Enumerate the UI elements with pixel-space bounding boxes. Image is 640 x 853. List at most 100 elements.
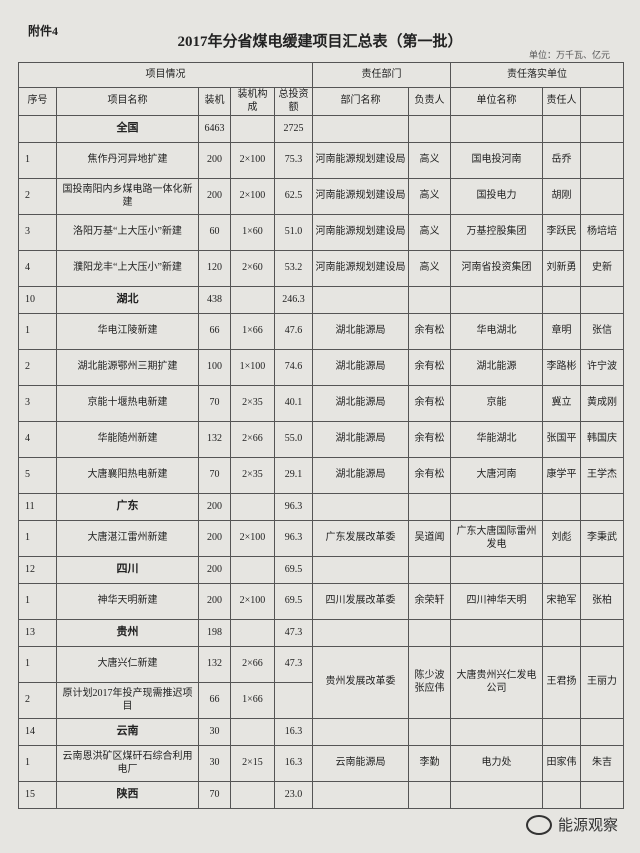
- cell: [579, 781, 625, 809]
- cell: [542, 556, 581, 584]
- cell: [542, 781, 581, 809]
- cell: 河南能源规划建设局: [312, 142, 409, 179]
- cell: 史新: [579, 250, 625, 287]
- cell: 1×100: [230, 349, 275, 386]
- province-row: 14 云南 30 16.3: [18, 718, 625, 746]
- table-head: 项目情况 责任部门 责任落实单位 序号 项目名称 装机 装机构成 总投资额 部门名称 负责人 单位名…: [18, 62, 625, 116]
- column-header: 总投资额: [274, 87, 313, 116]
- cell: 湖北能源局: [312, 385, 409, 422]
- cell: 29.1: [274, 457, 313, 494]
- cell: 余有松: [408, 457, 451, 494]
- cell: 2: [18, 178, 57, 215]
- cell: [579, 619, 625, 647]
- cell: 四川神华天明: [450, 583, 543, 620]
- cell: 京能: [450, 385, 543, 422]
- cell: 30: [198, 745, 231, 782]
- unit: 单位：万千瓦、亿元: [528, 50, 610, 60]
- cell: 70: [198, 385, 231, 422]
- cell: 贵州发展改革委: [312, 646, 409, 719]
- cell: [579, 142, 625, 179]
- cell: 河南能源规划建设局: [312, 178, 409, 215]
- watermark-text: 能源观察: [557, 818, 618, 834]
- cell: 河南省投资集团: [450, 250, 543, 287]
- cell: 200: [198, 178, 231, 215]
- cell: 余有松: [408, 313, 451, 350]
- cell: 30: [198, 718, 231, 746]
- cell: 陈少波 张应伟: [408, 646, 451, 719]
- cell: 湖北能源局: [312, 313, 409, 350]
- cell: 高义: [408, 142, 451, 179]
- cell: 康学平: [542, 457, 581, 494]
- cell: 3: [18, 214, 57, 251]
- cell: [542, 718, 581, 746]
- cell: [542, 619, 581, 647]
- cell: 69.5: [274, 583, 313, 620]
- cell: [230, 718, 275, 746]
- cell: 2×100: [230, 583, 275, 620]
- project-row: 1 大唐湛江雷州新建 200 2×100 96.3 广东发展改革委 吴道闻 广东大唐国际雷州发…: [18, 520, 625, 557]
- project-row: 1 神华天明新建 200 2×100 69.5 四川发展改革委 余荣轩 四川神华天明 宋艳军 张柏: [18, 583, 625, 620]
- cell: 云南恩洪矿区煤矸石综合利用电厂: [56, 745, 199, 782]
- summary-table: 项目情况 责任部门 责任落实单位 序号 项目名称 装机 装机构成 总投资额 部门名称 负责人 单位名…: [18, 62, 625, 809]
- project-row: 1 大唐兴仁新建 132 2×66 47.3 贵州发展改革委 陈少波 张应伟 大唐贵州兴仁发电…: [18, 646, 625, 719]
- cell: 高义: [408, 178, 451, 215]
- cell: 华能湖北: [450, 421, 543, 458]
- cell: 200: [198, 556, 231, 584]
- cell: [230, 115, 275, 143]
- title: 2017年分省煤电缓建项目汇总表（第一批）: [177, 34, 463, 50]
- cell: 章明: [542, 313, 581, 350]
- province-row: 13 贵州 198 47.3: [18, 619, 625, 647]
- cell: [312, 115, 409, 143]
- cell: [230, 286, 275, 314]
- cell: 余有松: [408, 349, 451, 386]
- cell: [230, 781, 275, 809]
- province-row: 11 广东 200 96.3: [18, 493, 625, 521]
- cell: 55.0: [274, 421, 313, 458]
- cell: 2: [18, 682, 57, 719]
- cell: 53.2: [274, 250, 313, 287]
- cell: [408, 619, 451, 647]
- cell: 1: [18, 583, 57, 620]
- cell: [230, 619, 275, 647]
- cell: 62.5: [274, 178, 313, 215]
- cell: [408, 556, 451, 584]
- cell: 田家伟: [542, 745, 581, 782]
- cell: 1×66: [230, 313, 275, 350]
- cell: 全国: [56, 115, 199, 143]
- cell: 华能随州新建: [56, 421, 199, 458]
- column-header: 负责人: [408, 87, 451, 116]
- cell: 原计划2017年投产现需推迟项目: [56, 682, 199, 719]
- cell: 云南能源局: [312, 745, 409, 782]
- cell: [542, 493, 581, 521]
- cell: 陕西: [56, 781, 199, 809]
- cell: 大唐河南: [450, 457, 543, 494]
- cell: 余有松: [408, 421, 451, 458]
- cell: [450, 493, 543, 521]
- cell: 王丽力: [579, 646, 625, 719]
- project-row: 4 濮阳龙丰“上大压小”新建 120 2×60 53.2 河南能源规划建设局 高义 河南省投资…: [18, 250, 625, 287]
- attachment-label: 附件4: [28, 24, 59, 38]
- cell: [312, 286, 409, 314]
- cell: 李秉武: [579, 520, 625, 557]
- cell: 国电投河南: [450, 142, 543, 179]
- cell: 2725: [274, 115, 313, 143]
- cell: [450, 556, 543, 584]
- cell: 岳乔: [542, 142, 581, 179]
- cell: [312, 493, 409, 521]
- cell: 王君扬: [542, 646, 581, 719]
- cell: [579, 493, 625, 521]
- cell: 朱吉: [579, 745, 625, 782]
- cell: 李跃民: [542, 214, 581, 251]
- project-row: 3 洛阳万基“上大压小”新建 60 1×60 51.0 河南能源规划建设局 高义 万基控股集团…: [18, 214, 625, 251]
- cell: [450, 619, 543, 647]
- group-header-row: 项目情况 责任部门 责任落实单位: [18, 62, 625, 88]
- cell: 3: [18, 385, 57, 422]
- cell: 高义: [408, 250, 451, 287]
- cell: 23.0: [274, 781, 313, 809]
- cell: [312, 619, 409, 647]
- cell: [542, 286, 581, 314]
- cell: 1: [18, 313, 57, 350]
- cell: 国投电力: [450, 178, 543, 215]
- cell: 438: [198, 286, 231, 314]
- cell: [579, 556, 625, 584]
